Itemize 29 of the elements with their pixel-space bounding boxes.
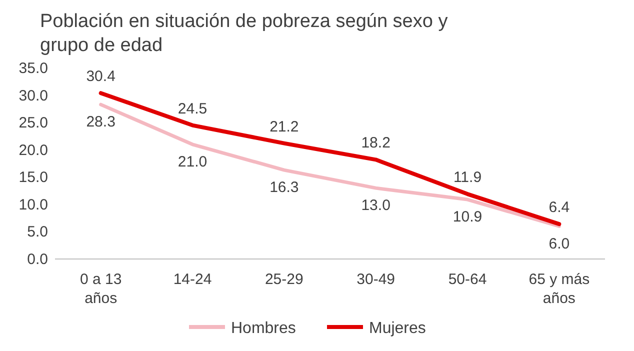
data-label: 6.0 <box>548 235 570 252</box>
data-label: 21.2 <box>270 118 299 136</box>
y-tick-label: 35.0 <box>18 60 48 77</box>
data-label: 18.2 <box>361 134 390 152</box>
x-tick-label: 25-29 <box>264 271 304 288</box>
legend-label: Hombres <box>231 320 296 337</box>
y-tick-label: 0.0 <box>27 251 48 268</box>
data-label: 13.0 <box>361 197 390 214</box>
y-tick-label: 20.0 <box>18 142 48 159</box>
y-tick-label: 15.0 <box>18 169 48 186</box>
data-label: 10.9 <box>452 208 482 226</box>
x-tick-label: 30-49 <box>356 271 396 288</box>
x-tick-label: 0 a 13 años <box>80 271 122 307</box>
data-label: 6.4 <box>548 199 570 216</box>
x-tick-label: 50-64 <box>448 271 487 288</box>
x-tick-label: 65 y más años <box>528 271 590 307</box>
legend-label: Mujeres <box>369 320 426 337</box>
data-label: 16.3 <box>270 179 299 196</box>
y-tick-label: 30.0 <box>18 87 48 104</box>
y-tick-label: 10.0 <box>18 196 48 214</box>
data-label: 28.3 <box>86 114 116 131</box>
data-label: 11.9 <box>453 169 482 186</box>
data-label: 21.0 <box>178 153 208 170</box>
y-tick-label: 5.0 <box>27 224 48 241</box>
data-label: 24.5 <box>178 100 208 118</box>
y-tick-label: 25.0 <box>18 114 48 132</box>
data-label: 30.4 <box>86 68 116 86</box>
x-tick-label: 14-24 <box>173 271 212 288</box>
chart-title: Población en situación de pobreza según sexo y grupo de edad <box>40 11 448 56</box>
